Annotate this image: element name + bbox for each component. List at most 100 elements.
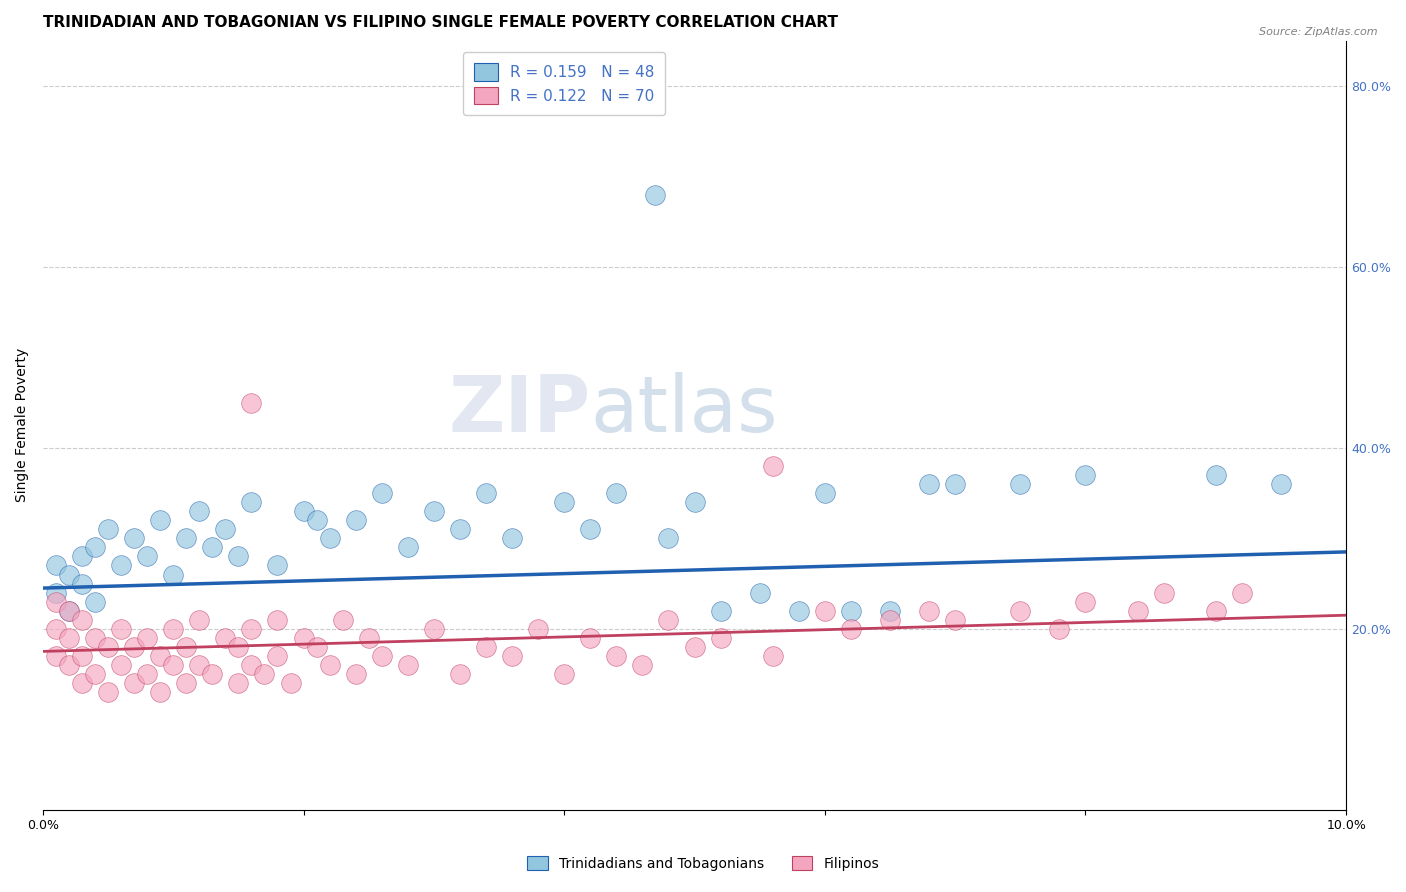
Point [344, 513, 367, 527]
Point [188, 504, 211, 518]
Point [122, 640, 145, 654]
Point [501, 532, 523, 546]
Point [253, 667, 276, 681]
Point [449, 667, 471, 681]
Point [58, 657, 80, 672]
Point [201, 541, 224, 555]
Point [762, 648, 785, 663]
Y-axis label: Single Female Poverty: Single Female Poverty [15, 348, 30, 502]
Text: TRINIDADIAN AND TOBAGONIAN VS FILIPINO SINGLE FEMALE POVERTY CORRELATION CHART: TRINIDADIAN AND TOBAGONIAN VS FILIPINO S… [44, 15, 838, 30]
Point [214, 631, 236, 645]
Point [683, 495, 706, 509]
Point [683, 640, 706, 654]
Point [839, 604, 862, 618]
Point [423, 622, 446, 636]
Point [228, 676, 250, 690]
Point [228, 549, 250, 564]
Point [475, 486, 498, 500]
Point [97, 522, 120, 536]
Point [318, 532, 340, 546]
Point [332, 613, 354, 627]
Point [1010, 477, 1032, 491]
Point [188, 613, 211, 627]
Point [45, 622, 67, 636]
Point [371, 486, 394, 500]
Point [787, 604, 810, 618]
Text: Source: ZipAtlas.com: Source: ZipAtlas.com [1260, 27, 1378, 37]
Point [305, 513, 328, 527]
Point [579, 522, 602, 536]
Point [527, 622, 550, 636]
Point [1126, 604, 1149, 618]
Point [396, 541, 419, 555]
Point [879, 604, 901, 618]
Point [45, 558, 67, 573]
Point [240, 657, 263, 672]
Point [1049, 622, 1071, 636]
Point [110, 622, 132, 636]
Point [84, 667, 107, 681]
Point [174, 532, 197, 546]
Point [97, 640, 120, 654]
Point [1010, 604, 1032, 618]
Point [553, 495, 575, 509]
Point [371, 648, 394, 663]
Legend: Trinidadians and Tobagonians, Filipinos: Trinidadians and Tobagonians, Filipinos [522, 850, 884, 876]
Point [423, 504, 446, 518]
Point [1153, 585, 1175, 599]
Point [814, 486, 837, 500]
Point [70, 613, 93, 627]
Point [45, 648, 67, 663]
Point [1074, 468, 1097, 483]
Point [449, 522, 471, 536]
Point [149, 513, 172, 527]
Point [174, 640, 197, 654]
Point [396, 657, 419, 672]
Point [58, 631, 80, 645]
Point [1205, 604, 1227, 618]
Point [58, 567, 80, 582]
Point [266, 558, 288, 573]
Text: ZIP: ZIP [449, 372, 591, 448]
Point [879, 613, 901, 627]
Point [280, 676, 302, 690]
Point [501, 648, 523, 663]
Point [45, 585, 67, 599]
Point [631, 657, 654, 672]
Point [188, 657, 211, 672]
Point [762, 458, 785, 473]
Point [292, 504, 315, 518]
Point [97, 685, 120, 699]
Point [1230, 585, 1253, 599]
Point [84, 541, 107, 555]
Point [814, 604, 837, 618]
Point [149, 648, 172, 663]
Point [228, 640, 250, 654]
Point [240, 395, 263, 409]
Point [918, 477, 941, 491]
Legend: R = 0.159   N = 48, R = 0.122   N = 70: R = 0.159 N = 48, R = 0.122 N = 70 [463, 53, 665, 115]
Point [918, 604, 941, 618]
Point [84, 594, 107, 608]
Point [710, 631, 733, 645]
Point [579, 631, 602, 645]
Point [266, 613, 288, 627]
Point [1074, 594, 1097, 608]
Point [136, 549, 159, 564]
Point [657, 613, 679, 627]
Point [162, 622, 184, 636]
Point [839, 622, 862, 636]
Point [122, 532, 145, 546]
Point [644, 187, 666, 202]
Point [357, 631, 380, 645]
Point [162, 657, 184, 672]
Point [162, 567, 184, 582]
Point [136, 667, 159, 681]
Point [58, 604, 80, 618]
Point [110, 657, 132, 672]
Point [266, 648, 288, 663]
Point [292, 631, 315, 645]
Point [710, 604, 733, 618]
Point [45, 594, 67, 608]
Point [122, 676, 145, 690]
